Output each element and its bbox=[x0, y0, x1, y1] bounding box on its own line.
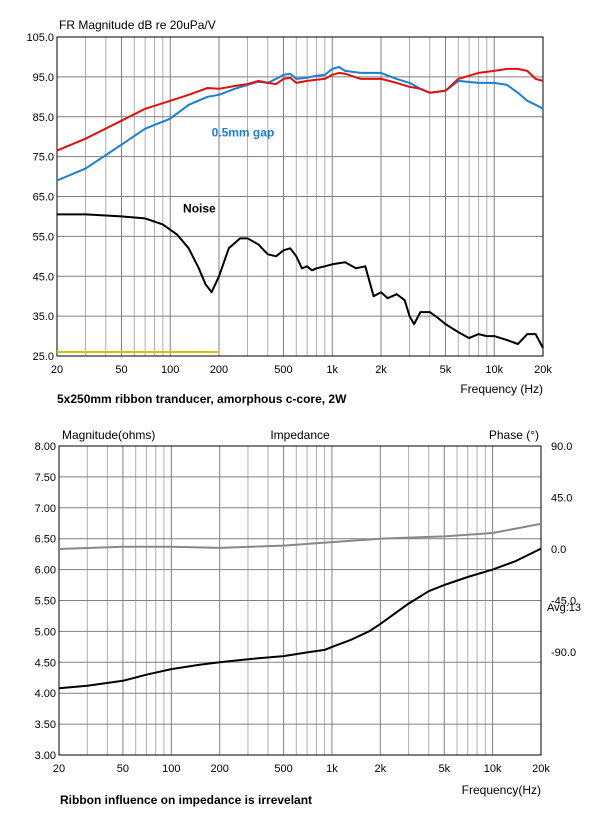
fr-gap-series-line bbox=[56, 65, 544, 182]
fr-y-tick-label: 55.0 bbox=[33, 231, 54, 243]
imp-avg-note: Avg:13 bbox=[547, 602, 581, 614]
fr-x-tick-label: 100 bbox=[161, 364, 179, 376]
fr-x-tick-label: 20k bbox=[534, 364, 552, 376]
imp-y2-tick-label: 0.0 bbox=[551, 544, 566, 556]
imp-y-tick-label: 8.00 bbox=[35, 441, 56, 453]
fr-x-tick-label: 1k bbox=[326, 364, 338, 376]
fr-noise-series-line bbox=[57, 213, 544, 349]
imp-y-tick-label: 3.50 bbox=[35, 719, 56, 731]
imp-x-tick-label: 50 bbox=[117, 763, 129, 775]
imp-x-tick-label: 200 bbox=[210, 763, 228, 775]
fr-x-tick-label: 20 bbox=[51, 364, 63, 376]
imp-y-tick-label: 7.50 bbox=[35, 472, 56, 484]
fr-x-tick-label: 5k bbox=[440, 364, 452, 376]
fr-y-tick-label: 35.0 bbox=[33, 311, 54, 323]
imp-y2-tick-label: -45.0 bbox=[551, 596, 576, 608]
imp-y2-tick-label: -90.0 bbox=[551, 647, 576, 659]
imp-y-tick-label: 3.00 bbox=[35, 750, 56, 762]
fr-y-tick-label: 95.0 bbox=[33, 72, 54, 84]
imp-x-tick-label: 20k bbox=[532, 763, 550, 775]
imp-border bbox=[58, 445, 542, 756]
fr-x-tick-label: 10k bbox=[485, 364, 503, 376]
imp-y-tick-label: 5.00 bbox=[35, 626, 56, 638]
imp-x-tick-label: 10k bbox=[484, 763, 502, 775]
imp-x-tick-label: 100 bbox=[162, 763, 180, 775]
fr-y-tick-label: 45.0 bbox=[33, 271, 54, 283]
fr-x-tick-label: 200 bbox=[210, 364, 228, 376]
imp-y2-axis-label: Phase (°) bbox=[489, 428, 539, 442]
imp-x-tick-label: 20 bbox=[53, 763, 65, 775]
fr-annotation-noise: Noise bbox=[183, 201, 216, 215]
fr-x-tick-label: 2k bbox=[375, 364, 387, 376]
imp-y-tick-label: 6.00 bbox=[35, 565, 56, 577]
imp-y-tick-label: 4.50 bbox=[35, 657, 56, 669]
imp-x-tick-label: 2k bbox=[375, 763, 387, 775]
imp-y2-tick-label: 45.0 bbox=[551, 493, 572, 505]
imp-x-tick-label: 500 bbox=[274, 763, 292, 775]
fr-y-tick-label: 85.0 bbox=[33, 112, 54, 124]
fr-y-tick-label: 75.0 bbox=[33, 152, 54, 164]
fr-annotation-gap: 0.5mm gap bbox=[212, 126, 275, 140]
fr-y-tick-label: 25.0 bbox=[33, 351, 54, 363]
fr-x-tick-label: 500 bbox=[274, 364, 292, 376]
imp-y-tick-label: 7.00 bbox=[35, 503, 56, 515]
fr-x-axis-label: Frequency (Hz) bbox=[460, 382, 543, 396]
imp-magnitude-series-line bbox=[58, 547, 542, 690]
imp-y-tick-label: 6.50 bbox=[35, 534, 56, 546]
imp-caption: Ribbon influence on impedance is irrevel… bbox=[60, 793, 312, 807]
fr-red-series-line bbox=[56, 67, 544, 152]
imp-phase-series-line bbox=[58, 522, 542, 550]
imp-x-tick-label: 5k bbox=[438, 763, 450, 775]
imp-y-tick-label: 4.00 bbox=[35, 688, 56, 700]
fr-x-tick-label: 50 bbox=[115, 364, 127, 376]
imp-x-axis-label: Frequency(Hz) bbox=[462, 783, 541, 797]
fr-caption: 5x250mm ribbon tranducer, amorphous c-co… bbox=[57, 392, 347, 406]
imp-chart-title: Impedance bbox=[270, 428, 330, 442]
fr-border bbox=[56, 36, 544, 357]
fr-y-tick-label: 65.0 bbox=[33, 192, 54, 204]
imp-y2-tick-label: 90.0 bbox=[551, 441, 572, 453]
imp-x-tick-label: 1k bbox=[326, 763, 338, 775]
fr-y-tick-label: 105.0 bbox=[26, 32, 54, 44]
fr-chart-title: FR Magnitude dB re 20uPa/V bbox=[59, 18, 216, 32]
imp-y-axis-label: Magnitude(ohms) bbox=[62, 428, 155, 442]
imp-y-tick-label: 5.50 bbox=[35, 596, 56, 608]
